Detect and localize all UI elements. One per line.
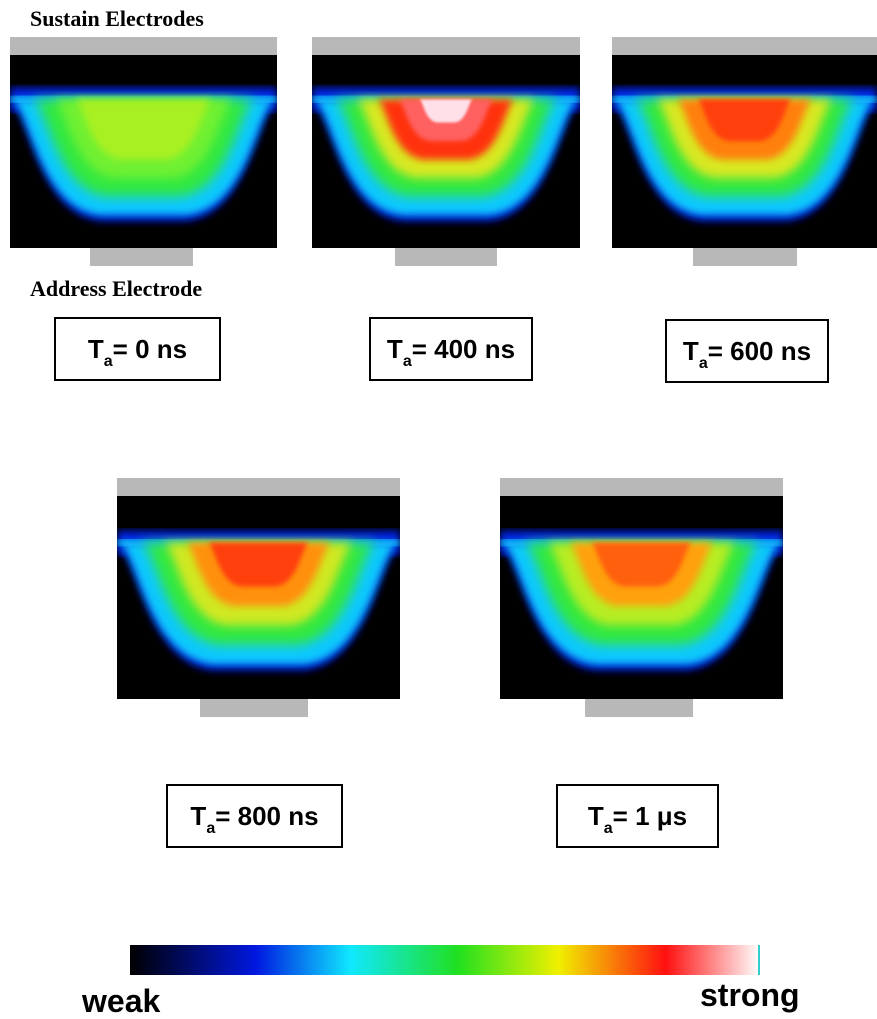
discharge-panel: Ta= 600 ns [612,37,877,382]
sustain-electrode [312,37,580,55]
label-rest: = 400 ns [412,334,515,364]
label-subscript: a [604,820,613,837]
label-subscript: a [104,353,113,370]
figure: Sustain Electrodes Address Electrode Ta=… [0,0,877,1019]
address-electrode [693,248,797,266]
address-electrode [395,248,497,266]
address-electrode [585,699,693,717]
discharge-panel: Ta= 1 μs [500,478,783,847]
label-symbol: T [387,334,403,364]
label-subscript: a [206,820,215,837]
sustain-electrode [612,37,877,55]
label-symbol: T [190,801,206,831]
sustain-electrode [10,37,277,55]
discharge-panel: Ta= 400 ns [312,37,580,380]
discharge-panel: Ta= 800 ns [117,478,400,847]
label-subscript: a [403,353,412,370]
label-rest: = 600 ns [708,336,811,366]
discharge-panel: Ta= 0 ns [10,37,277,380]
label-symbol: T [88,334,104,364]
label-symbol: T [683,336,699,366]
address-electrode [90,248,193,266]
colorbar-low: weak [81,983,160,1019]
label-symbol: T [588,801,604,831]
colorbar [130,945,760,975]
label-rest: = 800 ns [215,801,318,831]
address-electrode [200,699,308,717]
label-subscript: a [699,355,708,372]
sustain-electrode [117,478,400,496]
sustain-electrode [500,478,783,496]
colorbar-high: strong [700,977,800,1013]
top-label: Sustain Electrodes [30,6,204,31]
label-rest: = 1 μs [613,801,687,831]
bottom-label: Address Electrode [30,276,202,301]
label-rest: = 0 ns [113,334,187,364]
